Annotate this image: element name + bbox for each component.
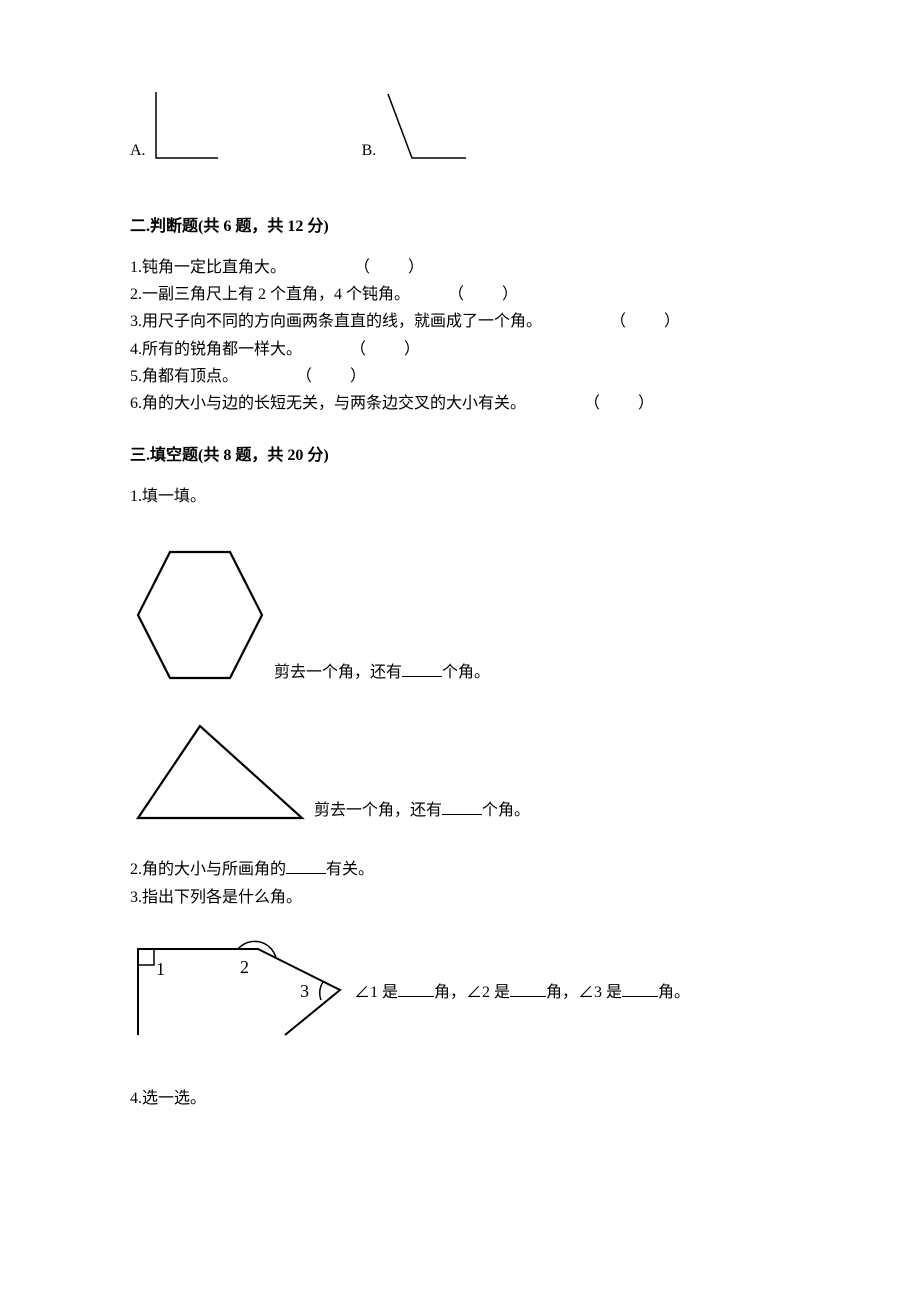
s2-q2: 2.一副三角尺上有 2 个直角，4 个钝角。 （ ） bbox=[130, 281, 790, 308]
s2-q4: 4.所有的锐角都一样大。 （ ） bbox=[130, 336, 790, 363]
angle-label-3: 3 bbox=[300, 981, 309, 1001]
s2-q6: 6.角的大小与边的长短无关，与两条边交叉的大小有关。 （ ） bbox=[130, 390, 790, 417]
paren: （ ） bbox=[584, 395, 656, 412]
angles-figure: 1 2 3 bbox=[130, 935, 350, 1045]
angle-label-2: 2 bbox=[240, 957, 249, 977]
blank[interactable] bbox=[510, 980, 546, 997]
section3-title: 三.填空题(共 8 题，共 20 分) bbox=[130, 441, 790, 465]
hex-text-a: 剪去一个角，还有 bbox=[274, 664, 402, 681]
option-a: A. bbox=[130, 90, 222, 162]
tri-text-a: 剪去一个角，还有 bbox=[314, 802, 442, 819]
triangle-row: 剪去一个角，还有 个角。 bbox=[130, 718, 790, 828]
s2-q5: 5.角都有顶点。 （ ） bbox=[130, 363, 790, 390]
a3-c: 角，∠3 是 bbox=[546, 984, 622, 1001]
s3-q1: 1.填一填。 bbox=[130, 483, 790, 510]
s2-q1: 1.钝角一定比直角大。 （ ） bbox=[130, 254, 790, 281]
hexagon-text: 剪去一个角，还有 个角。 bbox=[274, 658, 490, 690]
a3-b: 角，∠2 是 bbox=[434, 984, 510, 1001]
s3-q2-a: 2.角的大小与所画角的 bbox=[130, 861, 286, 878]
a3-a: ∠1 是 bbox=[354, 984, 398, 1001]
angles-text: ∠1 是 角，∠2 是 角，∠3 是 角。 bbox=[354, 978, 690, 1002]
s2-q4-text: 4.所有的锐角都一样大。 bbox=[130, 341, 302, 358]
s3-q2: 2.角的大小与所画角的 有关。 bbox=[130, 856, 790, 883]
acute-angle-figure bbox=[382, 90, 472, 162]
s2-q6-text: 6.角的大小与边的长短无关，与两条边交叉的大小有关。 bbox=[130, 395, 526, 412]
s3-q4: 4.选一选。 bbox=[130, 1085, 790, 1112]
paren: （ ） bbox=[354, 259, 426, 276]
hex-text-b: 个角。 bbox=[442, 664, 490, 681]
option-b-label: B. bbox=[362, 142, 377, 162]
right-angle-figure bbox=[152, 90, 222, 162]
option-a-label: A. bbox=[130, 142, 146, 162]
hexagon-row: 剪去一个角，还有 个角。 bbox=[130, 540, 790, 690]
blank[interactable] bbox=[402, 660, 442, 677]
triangle-figure bbox=[130, 718, 310, 828]
blank[interactable] bbox=[286, 857, 326, 874]
blank[interactable] bbox=[398, 980, 434, 997]
s2-q3: 3.用尺子向不同的方向画两条直直的线，就画成了一个角。 （ ） bbox=[130, 308, 790, 335]
s2-q2-text: 2.一副三角尺上有 2 个直角，4 个钝角。 bbox=[130, 286, 410, 303]
paren: （ ） bbox=[296, 368, 368, 385]
paren: （ ） bbox=[448, 286, 520, 303]
blank[interactable] bbox=[442, 798, 482, 815]
triangle-text: 剪去一个角，还有 个角。 bbox=[314, 796, 530, 828]
s2-q5-text: 5.角都有顶点。 bbox=[130, 368, 238, 385]
section2-title: 二.判断题(共 6 题，共 12 分) bbox=[130, 212, 790, 236]
s2-q3-text: 3.用尺子向不同的方向画两条直直的线，就画成了一个角。 bbox=[130, 313, 542, 330]
hexagon-figure bbox=[130, 540, 270, 690]
s2-q1-text: 1.钝角一定比直角大。 bbox=[130, 259, 286, 276]
option-row: A. B. bbox=[130, 90, 790, 162]
tri-text-b: 个角。 bbox=[482, 802, 530, 819]
s3-q2-b: 有关。 bbox=[326, 861, 374, 878]
angles-row: 1 2 3 ∠1 是 角，∠2 是 角，∠3 是 角。 bbox=[130, 935, 790, 1045]
a3-d: 角。 bbox=[658, 984, 690, 1001]
angle-label-1: 1 bbox=[156, 959, 165, 979]
blank[interactable] bbox=[622, 980, 658, 997]
paren: （ ） bbox=[610, 313, 682, 330]
paren: （ ） bbox=[350, 341, 422, 358]
s3-q3: 3.指出下列各是什么角。 bbox=[130, 884, 790, 911]
option-b: B. bbox=[362, 90, 473, 162]
